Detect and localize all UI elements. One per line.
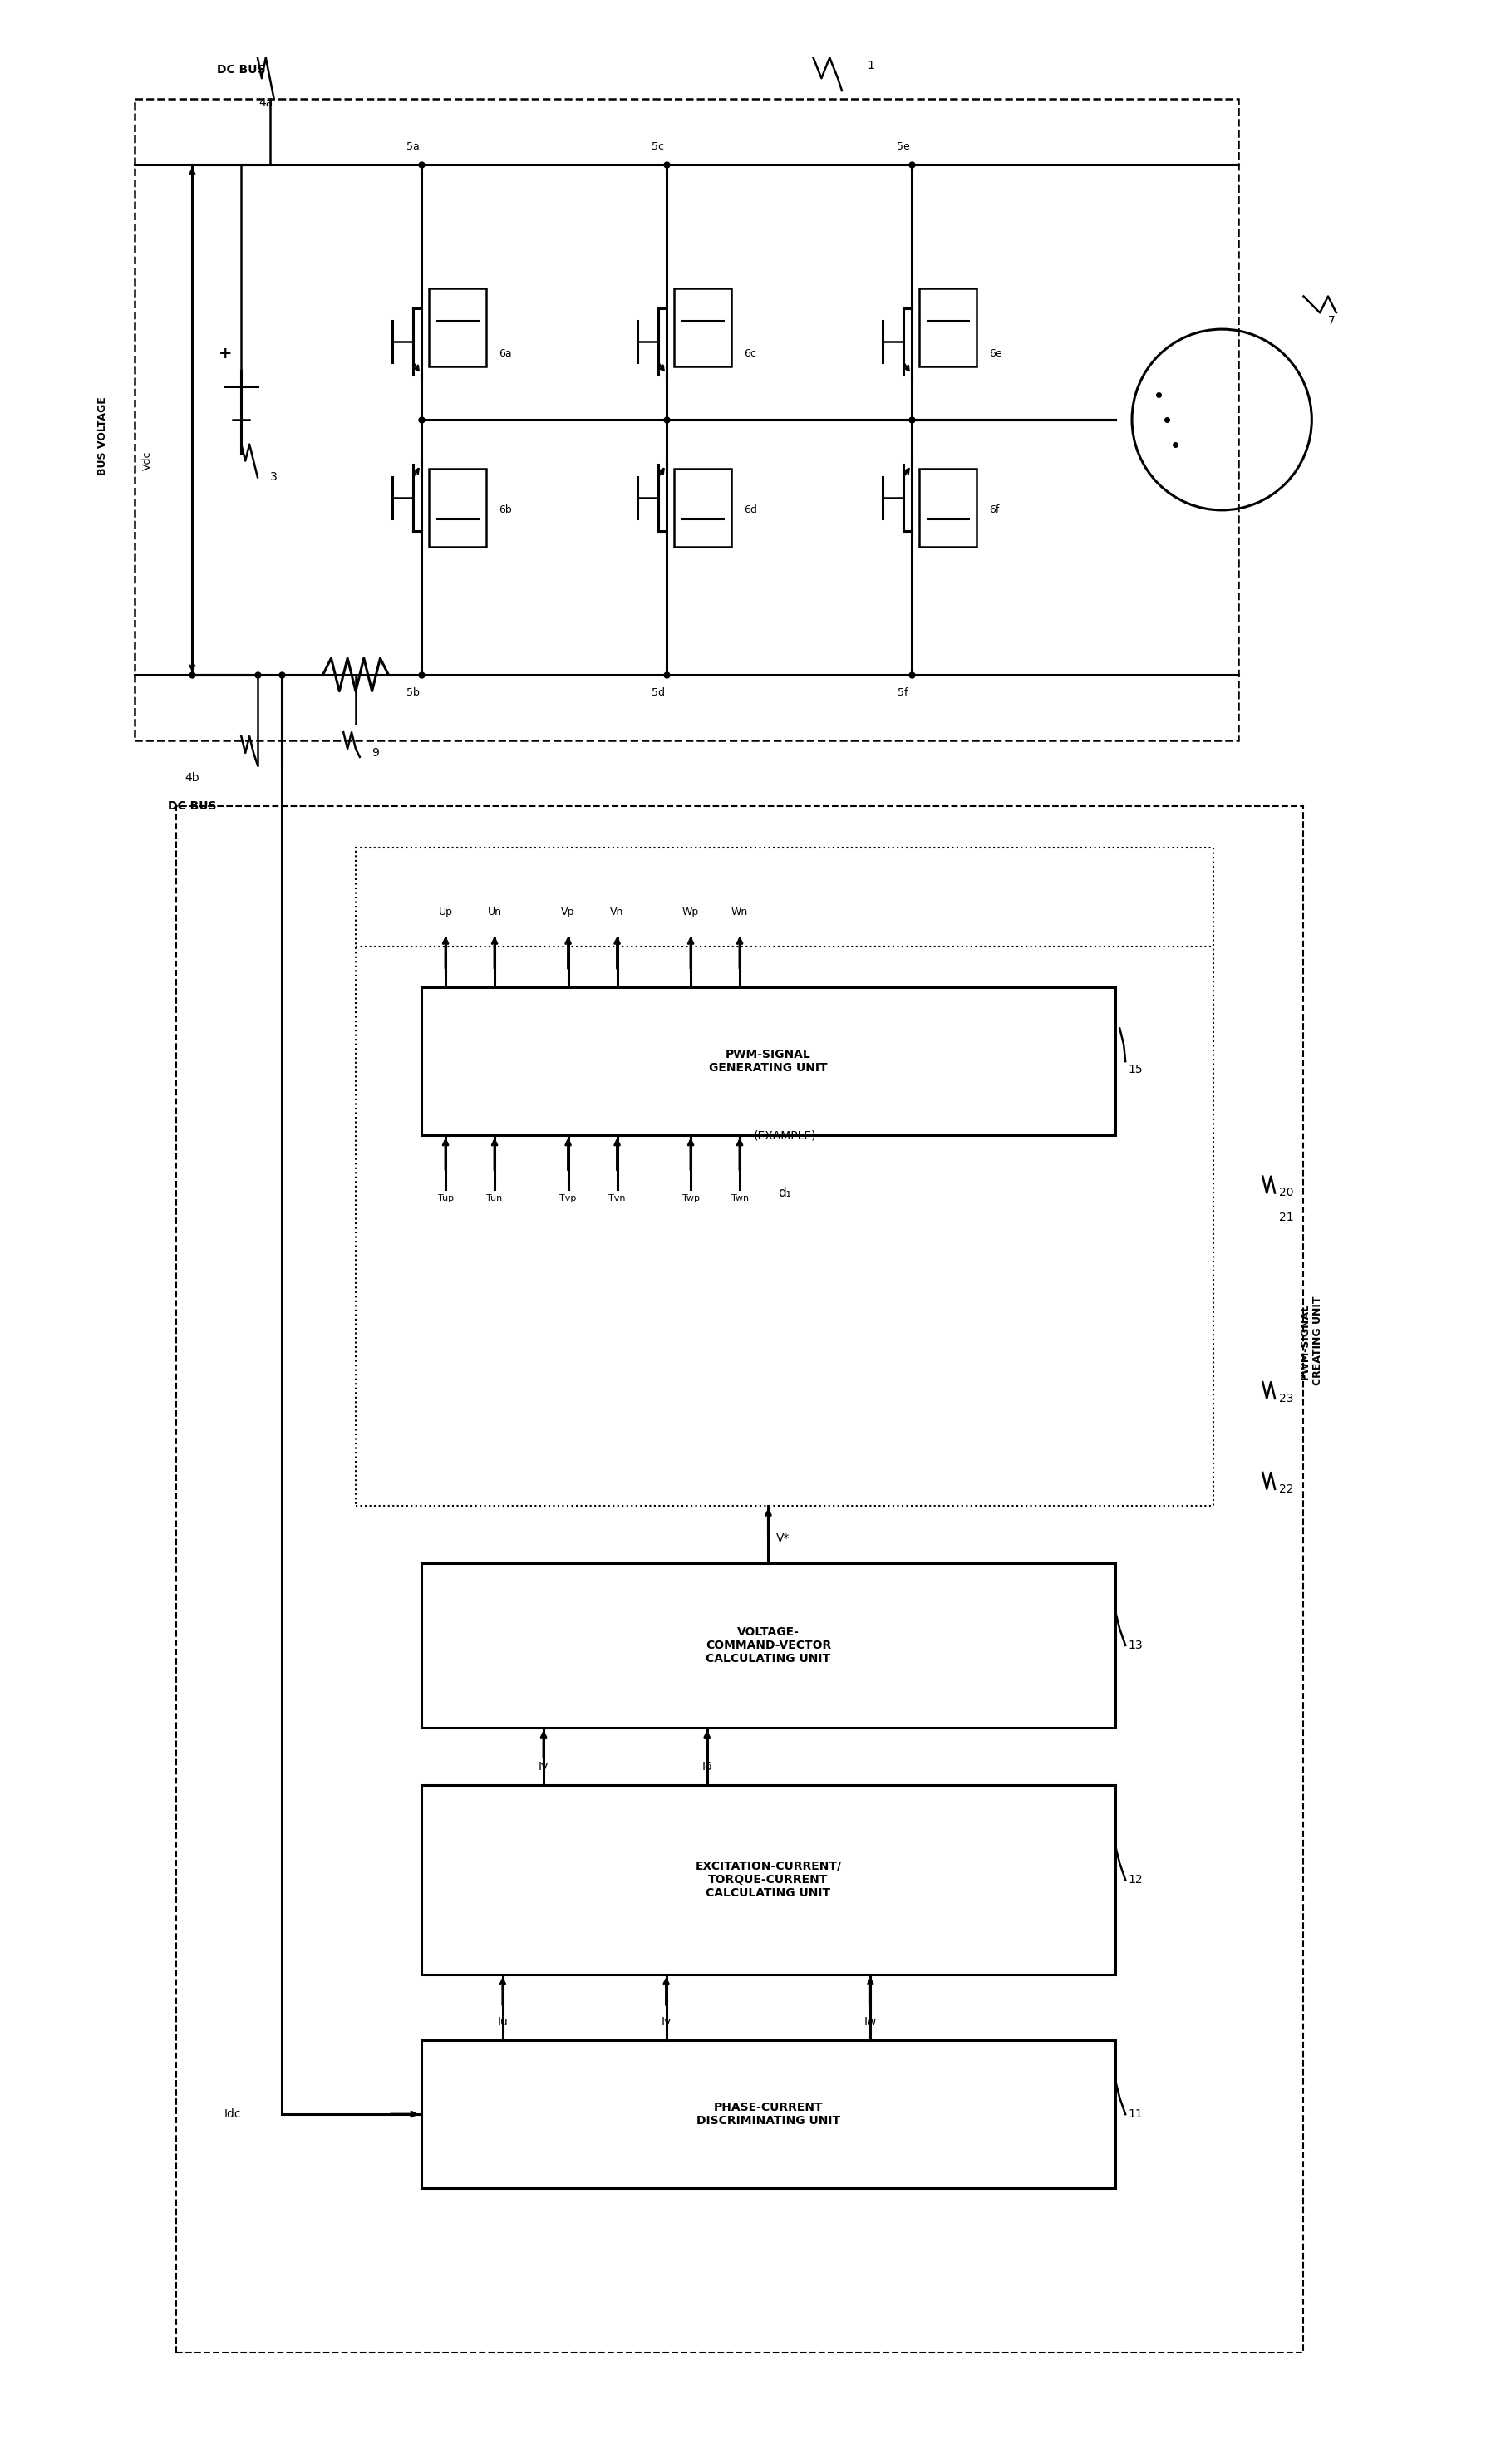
Text: 5e: 5e [896, 140, 909, 153]
Text: Twp: Twp [682, 1195, 700, 1202]
Polygon shape [927, 478, 969, 517]
Polygon shape [437, 320, 478, 362]
Text: Vdc: Vdc [141, 451, 153, 471]
Text: 6d: 6d [744, 505, 756, 515]
Text: 6f: 6f [990, 505, 999, 515]
Text: 20: 20 [1279, 1188, 1294, 1200]
Text: V*: V* [777, 1533, 791, 1545]
Text: (EXAMPLE): (EXAMPLE) [753, 1129, 816, 1141]
Text: Tvn: Tvn [609, 1195, 626, 1202]
Text: PWM-SIGNAL
GENERATING UNIT: PWM-SIGNAL GENERATING UNIT [709, 1050, 828, 1074]
Text: Iw: Iw [863, 2016, 877, 2028]
Text: Twn: Twn [731, 1195, 749, 1202]
Text: 6c: 6c [744, 347, 756, 360]
Bar [429, 468, 486, 547]
Bar [135, 99, 1238, 742]
Text: 5f: 5f [898, 687, 908, 697]
Text: VOLTAGE-
COMMAND-VECTOR
CALCULATING UNIT: VOLTAGE- COMMAND-VECTOR CALCULATING UNIT [706, 1626, 831, 1666]
Polygon shape [437, 478, 478, 517]
Text: 5c: 5c [652, 140, 664, 153]
Bar [675, 468, 731, 547]
Text: +: + [218, 345, 232, 362]
Bar [355, 848, 1214, 1506]
Bar [421, 1786, 1116, 1974]
Text: Tvp: Tvp [560, 1195, 577, 1202]
Text: 21: 21 [1279, 1212, 1294, 1225]
Text: Wp: Wp [682, 907, 698, 917]
Text: 13: 13 [1128, 1639, 1143, 1651]
Text: 1: 1 [866, 59, 874, 71]
Text: Up: Up [438, 907, 453, 917]
Text: Iu: Iu [498, 2016, 508, 2028]
Bar [421, 1562, 1116, 1727]
Text: 5d: 5d [651, 687, 664, 697]
Text: d₁: d₁ [779, 1188, 791, 1200]
Text: DC BUS: DC BUS [217, 64, 266, 76]
Text: Tup: Tup [437, 1195, 453, 1202]
Text: 22: 22 [1279, 1483, 1294, 1496]
Text: Idc: Idc [224, 2109, 241, 2119]
Text: 6a: 6a [499, 347, 511, 360]
Text: DC BUS: DC BUS [168, 801, 217, 813]
Polygon shape [682, 478, 724, 517]
Bar [920, 468, 976, 547]
Text: EXCITATION-CURRENT/
TORQUE-CURRENT
CALCULATING UNIT: EXCITATION-CURRENT/ TORQUE-CURRENT CALCU… [695, 1860, 841, 1900]
Text: 5b: 5b [406, 687, 419, 697]
Text: BUS VOLTAGE: BUS VOLTAGE [97, 397, 108, 476]
Text: Un: Un [487, 907, 502, 917]
Text: 23: 23 [1279, 1392, 1294, 1404]
Bar [175, 806, 1303, 2353]
Text: Iδ: Iδ [701, 1762, 712, 1774]
Text: Vp: Vp [562, 907, 575, 917]
Text: 15: 15 [1128, 1064, 1143, 1074]
Bar [675, 288, 731, 367]
Text: 7: 7 [1328, 315, 1336, 328]
Text: PWM-SIGNAL
CREATING UNIT: PWM-SIGNAL CREATING UNIT [1300, 1296, 1324, 1385]
Text: 9: 9 [372, 747, 379, 759]
Text: 4b: 4b [184, 771, 199, 784]
Text: Vn: Vn [611, 907, 624, 917]
Bar [429, 288, 486, 367]
Text: 5a: 5a [406, 140, 419, 153]
Text: 12: 12 [1128, 1875, 1143, 1885]
Polygon shape [682, 320, 724, 362]
Text: Tun: Tun [486, 1195, 502, 1202]
Text: 4a: 4a [259, 96, 273, 108]
Text: Iγ: Iγ [538, 1762, 548, 1774]
Text: PHASE-CURRENT
DISCRIMINATING UNIT: PHASE-CURRENT DISCRIMINATING UNIT [697, 2102, 840, 2126]
Bar [421, 988, 1116, 1136]
Polygon shape [927, 320, 969, 362]
Text: 6b: 6b [499, 505, 511, 515]
Text: 11: 11 [1128, 2109, 1143, 2119]
Bar [421, 2040, 1116, 2188]
Text: Wn: Wn [731, 907, 747, 917]
Text: Iv: Iv [661, 2016, 672, 2028]
Text: 3: 3 [270, 471, 278, 483]
Text: 6e: 6e [990, 347, 1002, 360]
Bar [920, 288, 976, 367]
